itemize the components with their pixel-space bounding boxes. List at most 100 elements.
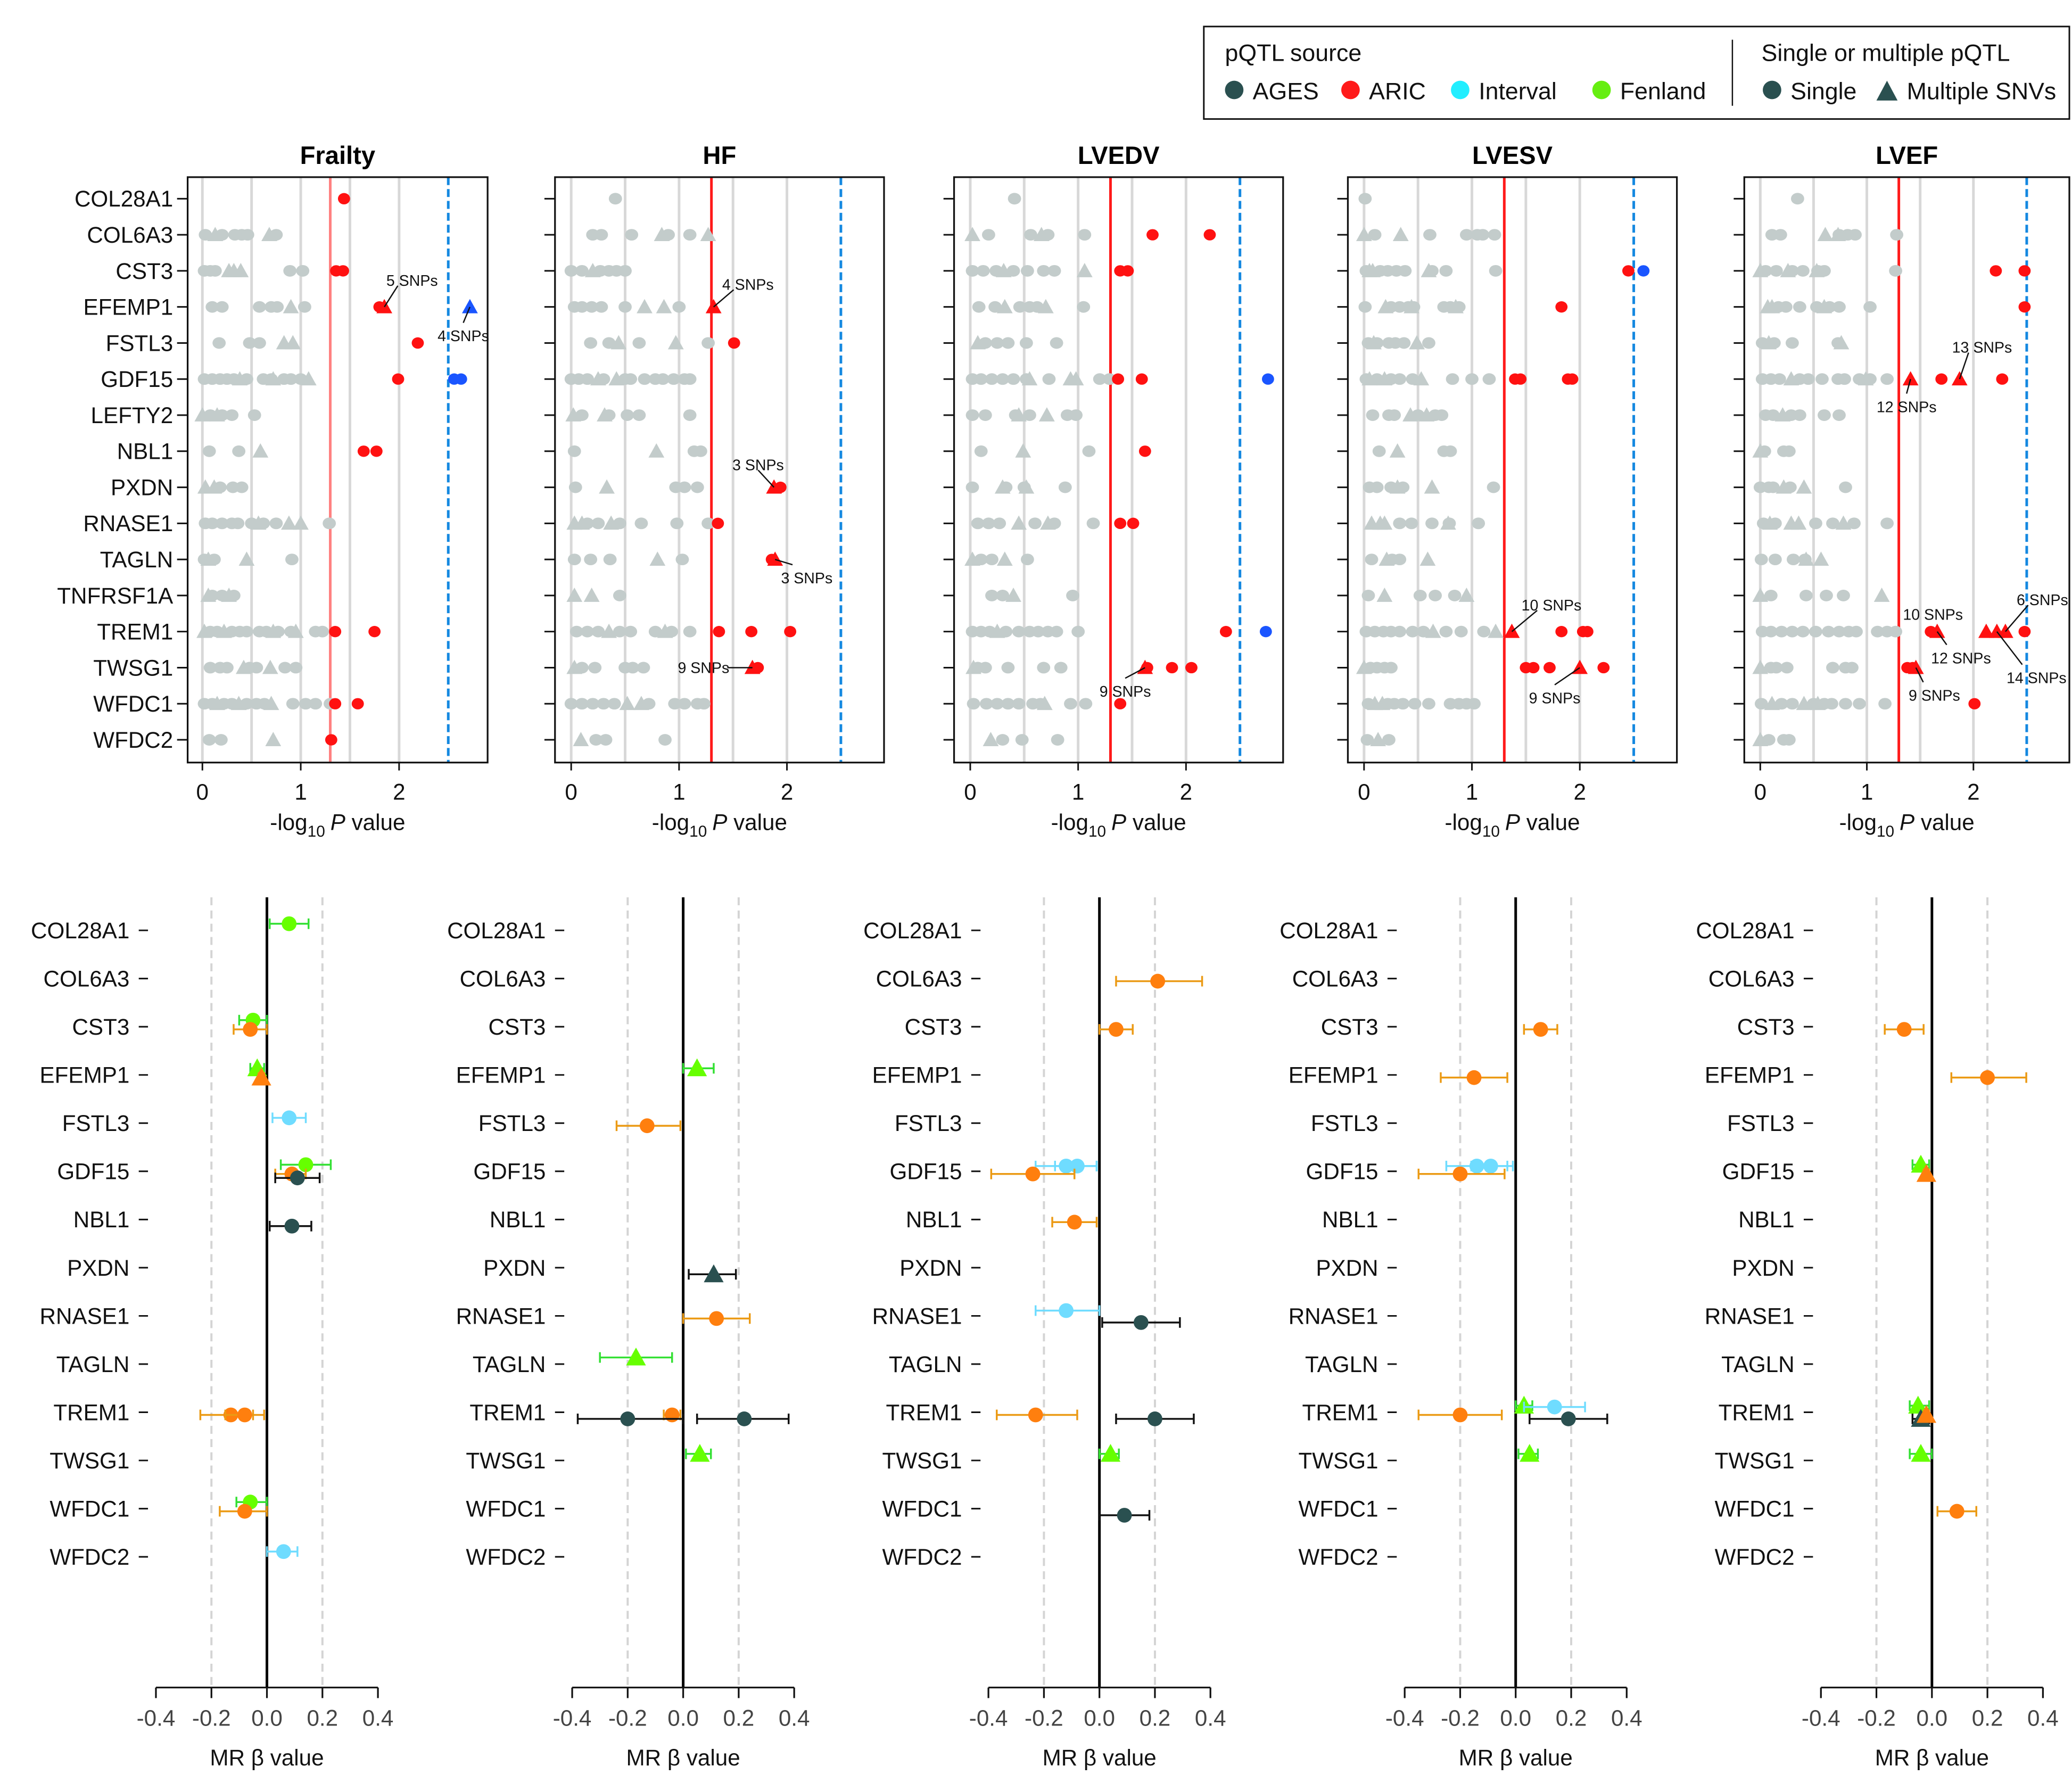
nonsig-point — [1435, 409, 1449, 421]
gene-label: FSTL3 — [478, 1111, 546, 1136]
nonsig-point — [1422, 698, 1435, 710]
x-axis-label-value: value — [1126, 810, 1186, 835]
nonsig-point — [1850, 625, 1863, 638]
gene-label: TREM1 — [1302, 1400, 1378, 1425]
nonsig-point — [1785, 625, 1799, 638]
nonsig-point — [205, 301, 219, 313]
mr-estimate-point — [298, 1157, 313, 1172]
nonsig-point-triangle — [1389, 443, 1406, 458]
nonsig-point — [1368, 229, 1382, 241]
nonsig-point — [215, 301, 229, 313]
mr-panel-frailty: COL28A1 COL6A3 CST3 EFEMP1 FSTL3 GDF15 NBL1 PXD… — [31, 897, 393, 1770]
sig-point — [784, 626, 797, 638]
x-tick-label: 0.2 — [1556, 1706, 1587, 1731]
gene-label: TAGLN — [56, 1352, 130, 1377]
x-tick-label: 0.2 — [307, 1706, 338, 1731]
nonsig-point — [1880, 517, 1894, 530]
annotation-leader — [384, 285, 399, 308]
nonsig-point — [670, 517, 684, 530]
gene-label: FSTL3 — [1727, 1111, 1795, 1136]
nonsig-point — [1020, 265, 1034, 277]
nonsig-point — [1405, 517, 1418, 530]
nonsig-point — [1786, 554, 1800, 566]
nonsig-point — [1853, 698, 1866, 710]
x-tick-label: -0.2 — [1025, 1706, 1063, 1731]
snp-count-annotation: 9 SNPs — [1529, 690, 1581, 707]
gene-label: COL6A3 — [87, 222, 173, 247]
nonsig-point — [597, 373, 610, 385]
x-tick-label: 0 — [196, 779, 209, 804]
x-tick-label: 0 — [565, 779, 577, 804]
nonsig-point — [603, 554, 617, 566]
nonsig-point — [602, 337, 616, 349]
nonsig-point — [1082, 445, 1096, 457]
nonsig-point — [1783, 481, 1797, 493]
sig-point — [455, 373, 467, 385]
nonsig-point — [1764, 625, 1778, 638]
nonsig-point — [568, 481, 582, 493]
legend-interval-marker — [1451, 80, 1470, 100]
sig-point — [2018, 265, 2031, 277]
sig-point — [2018, 626, 2031, 638]
sig-point-triangle — [1978, 623, 1994, 638]
x-axis-label: -log10 P value — [1051, 810, 1186, 840]
snp-count-annotation: 3 SNPs — [732, 457, 784, 474]
gene-label: GDF15 — [101, 367, 173, 392]
nonsig-point — [1396, 481, 1410, 493]
nonsig-point — [1782, 445, 1796, 457]
nonsig-point — [613, 517, 626, 530]
nonsig-point — [1809, 625, 1822, 638]
sig-point — [1138, 445, 1151, 457]
mr-estimate-point — [1067, 1215, 1082, 1230]
nonsig-point — [990, 337, 1004, 349]
mr-estimate-point — [664, 1407, 680, 1423]
nonsig-point — [1037, 662, 1051, 674]
sig-point-triangle — [767, 551, 783, 566]
gene-label: GDF15 — [1722, 1159, 1795, 1184]
gene-label: NBL1 — [73, 1207, 130, 1232]
mr-estimate-point — [1561, 1411, 1576, 1426]
annotation-leader — [2004, 605, 2029, 632]
x-axis-label-log: -log — [1051, 810, 1088, 835]
nonsig-point-triangle — [1458, 588, 1475, 602]
nonsig-point — [240, 698, 253, 710]
nonsig-point — [1086, 517, 1100, 530]
x-tick-label: 0.4 — [2027, 1706, 2059, 1731]
sig-point — [713, 626, 725, 638]
gene-label: CST3 — [115, 259, 173, 284]
gene-label: WFDC1 — [1299, 1497, 1378, 1522]
nonsig-point — [1809, 517, 1822, 530]
gene-label: TAGLN — [100, 547, 174, 572]
nonsig-point — [1769, 265, 1783, 277]
sig-point-triangle — [1902, 371, 1919, 386]
sig-point — [1114, 698, 1127, 709]
legend-multiple-snvs-marker — [1876, 80, 1898, 101]
x-tick-label: 0.2 — [1140, 1706, 1171, 1731]
nonsig-point — [1051, 734, 1064, 746]
x-tick-label: 0.4 — [779, 1706, 810, 1731]
nonsig-point — [624, 625, 638, 638]
nonsig-point-triangle — [996, 551, 1013, 566]
gene-label: TWSG1 — [882, 1448, 962, 1473]
nonsig-point — [1774, 625, 1788, 638]
gene-label: EFEMP1 — [1289, 1063, 1378, 1088]
nonsig-point — [581, 517, 594, 530]
sig-point — [2018, 301, 2031, 313]
mr-estimate-point — [282, 916, 297, 931]
gene-label: WFDC2 — [93, 728, 173, 753]
x-tick-label: 2 — [1967, 779, 1979, 804]
x-axis-label: MR β value — [1459, 1745, 1573, 1770]
nonsig-point — [1384, 662, 1398, 674]
gene-label: EFEMP1 — [40, 1063, 130, 1088]
nonsig-point — [1780, 662, 1794, 674]
x-tick-label: 0.0 — [251, 1706, 283, 1731]
mr-estimate-point — [639, 1118, 655, 1134]
plot-frame — [1347, 176, 1678, 764]
nonsig-point — [1023, 409, 1036, 421]
x-axis-label-sub: 10 — [308, 823, 325, 840]
nonsig-point — [1050, 337, 1063, 349]
nonsig-point — [996, 589, 1010, 601]
mr-estimate-point — [243, 1022, 258, 1037]
nonsig-point-triangle — [265, 371, 282, 386]
x-axis-label-p: P — [712, 810, 727, 835]
